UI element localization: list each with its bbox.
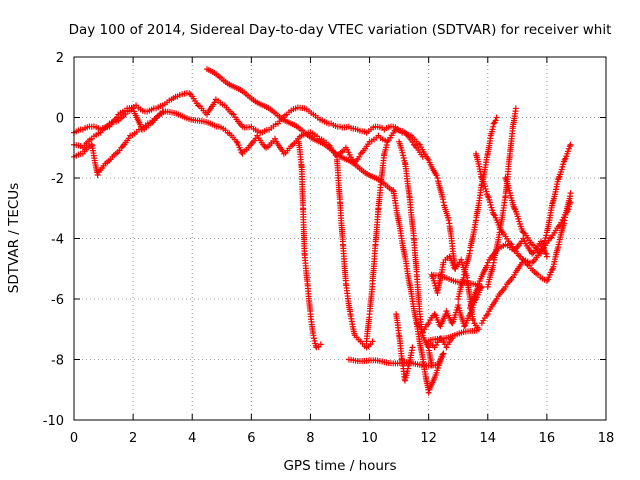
point-tail-14-17a — [490, 211, 497, 218]
point-track-b — [419, 153, 426, 160]
point-tail-14-17a — [543, 277, 550, 284]
point-dip-11h — [400, 155, 407, 162]
point-tail-14-17c — [484, 311, 491, 318]
point-track-a — [211, 99, 218, 106]
point-track-b — [233, 138, 240, 145]
point-tail-14-17a — [483, 188, 490, 195]
grid-lines — [74, 57, 606, 420]
point-tail-14-17a — [484, 193, 491, 200]
point-tail-14-17b — [543, 232, 550, 239]
point-tail-14-17b — [567, 141, 574, 148]
point-track-b — [130, 105, 137, 112]
point-tail-14-17a — [488, 204, 495, 211]
point-tail-14-17a — [482, 185, 489, 192]
point-tail-14-17c — [566, 203, 573, 210]
point-cluster-12-13 — [419, 329, 426, 336]
point-track-b — [357, 150, 364, 157]
point-cluster-12-13 — [455, 302, 462, 309]
y-tick-label: -4 — [51, 233, 64, 248]
x-tick-label: 18 — [598, 431, 615, 446]
point-cluster-12-13 — [470, 317, 476, 324]
point-tail-14-17c — [563, 209, 570, 216]
x-tick-label: 16 — [539, 431, 556, 446]
x-axis-label: GPS time / hours — [283, 458, 396, 474]
chart-title: Day 100 of 2014, Sidereal Day-to-day VTE… — [69, 22, 612, 38]
y-tick-label: -10 — [43, 414, 64, 429]
point-cluster-12-13 — [431, 311, 438, 318]
x-tick-label: 10 — [361, 431, 378, 446]
point-rise-15h — [512, 105, 519, 112]
point-track-a — [440, 199, 447, 206]
x-tick-label: 12 — [420, 431, 437, 446]
point-tail-14-17d — [537, 238, 544, 245]
point-track-c — [94, 171, 101, 178]
point-track-a — [425, 156, 432, 163]
point-tail-14-17b — [560, 161, 567, 168]
point-tail-14-17b — [558, 166, 565, 173]
point-tail-14-17d — [543, 250, 550, 257]
point-rise-14h — [492, 117, 499, 124]
point-tail-14-17d — [543, 253, 550, 260]
x-tick-label: 0 — [70, 431, 78, 446]
point-dip-11h-deep — [409, 344, 416, 351]
point-tail-14-17a — [567, 190, 574, 197]
point-dip-8h — [317, 341, 324, 348]
point-tail-14-17d — [483, 262, 490, 269]
y-axis-label: SDTVAR / TECUs — [6, 183, 22, 293]
point-track-a — [445, 217, 452, 224]
y-tick-label: -6 — [51, 293, 64, 308]
point-tail-14-17d — [520, 235, 527, 242]
point-tail-14-17c — [518, 259, 525, 266]
x-tick-label: 8 — [306, 431, 314, 446]
data-points — [71, 66, 574, 396]
x-tick-label: 6 — [247, 431, 255, 446]
point-isolated — [345, 356, 352, 363]
point-tail-14-17b — [555, 175, 562, 181]
point-isolated — [425, 389, 432, 396]
y-tick-label: -8 — [51, 354, 64, 369]
y-tick-label: 0 — [56, 112, 64, 127]
x-tick-label: 14 — [480, 431, 497, 446]
point-tail-14-17c — [567, 199, 574, 206]
point-rise-14h — [490, 120, 497, 127]
point-cluster-12-13 — [458, 256, 465, 263]
point-track-b — [356, 153, 363, 160]
point-cluster-12-13 — [425, 320, 432, 327]
point-track-b — [271, 135, 278, 142]
point-cluster-12-13 — [443, 344, 450, 351]
point-rise-14h — [493, 114, 500, 121]
point-tail-14-17a — [487, 201, 494, 208]
point-dip-10h — [384, 138, 391, 145]
point-tail-14-17d — [475, 283, 482, 290]
point-cluster-12-13 — [449, 335, 456, 342]
point-tail-14-17b — [559, 163, 566, 170]
y-tick-label: -2 — [51, 172, 64, 187]
axis-ticks: 0 2 4 6 8 10 12 14 16 18 -10 -8 -6 -4 -2 0 2 — [43, 51, 615, 446]
point-isolated — [440, 350, 447, 357]
point-dip-9h — [369, 338, 376, 345]
point-tail-14-17b — [561, 156, 568, 163]
y-tick-label: 2 — [56, 51, 64, 66]
point-track-a — [204, 111, 210, 118]
x-tick-label: 4 — [188, 431, 196, 446]
point-cluster-12-13 — [461, 323, 468, 330]
point-track-c — [159, 108, 166, 115]
point-dip-11h — [399, 149, 406, 156]
point-tail-14-17c — [565, 206, 572, 213]
point-dip-11h — [400, 152, 407, 159]
x-tick-label: 2 — [129, 431, 137, 446]
point-tail-14-17a — [548, 267, 555, 274]
point-tail-14-17d — [475, 280, 482, 287]
